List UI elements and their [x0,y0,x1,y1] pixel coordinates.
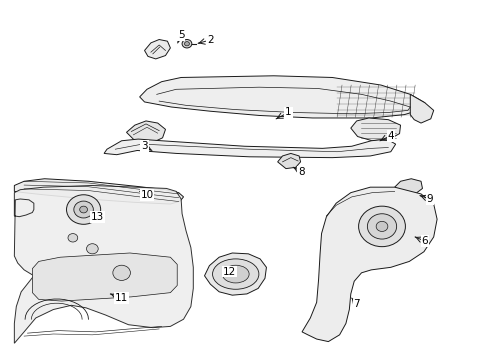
Polygon shape [409,94,433,123]
Polygon shape [32,253,177,301]
Text: 9: 9 [426,194,432,204]
Text: 5: 5 [178,30,184,40]
Circle shape [182,40,191,48]
Text: 1: 1 [285,108,291,117]
Text: 7: 7 [353,300,359,310]
Text: 2: 2 [206,35,213,45]
Text: 4: 4 [386,131,393,141]
Polygon shape [126,121,165,143]
Circle shape [184,42,189,46]
Circle shape [375,221,387,231]
Circle shape [68,234,78,242]
Circle shape [80,206,87,213]
Text: 11: 11 [115,293,128,303]
Polygon shape [144,40,170,59]
Polygon shape [277,153,300,168]
Polygon shape [204,253,266,295]
Polygon shape [351,222,427,253]
Polygon shape [14,179,183,204]
Text: 8: 8 [298,167,304,176]
Circle shape [113,265,130,280]
Circle shape [86,244,98,254]
Circle shape [74,201,93,218]
Polygon shape [394,179,422,195]
Ellipse shape [222,265,248,283]
Polygon shape [140,76,424,118]
Text: 6: 6 [421,236,427,246]
Ellipse shape [212,259,258,289]
Text: 3: 3 [141,141,147,151]
Circle shape [358,206,405,247]
Text: 13: 13 [90,212,103,222]
Text: 10: 10 [140,190,153,200]
Polygon shape [14,185,193,343]
Text: 12: 12 [223,266,236,276]
Polygon shape [302,187,436,342]
Circle shape [66,195,101,224]
Circle shape [366,214,396,239]
Polygon shape [350,118,400,141]
Polygon shape [104,139,395,158]
